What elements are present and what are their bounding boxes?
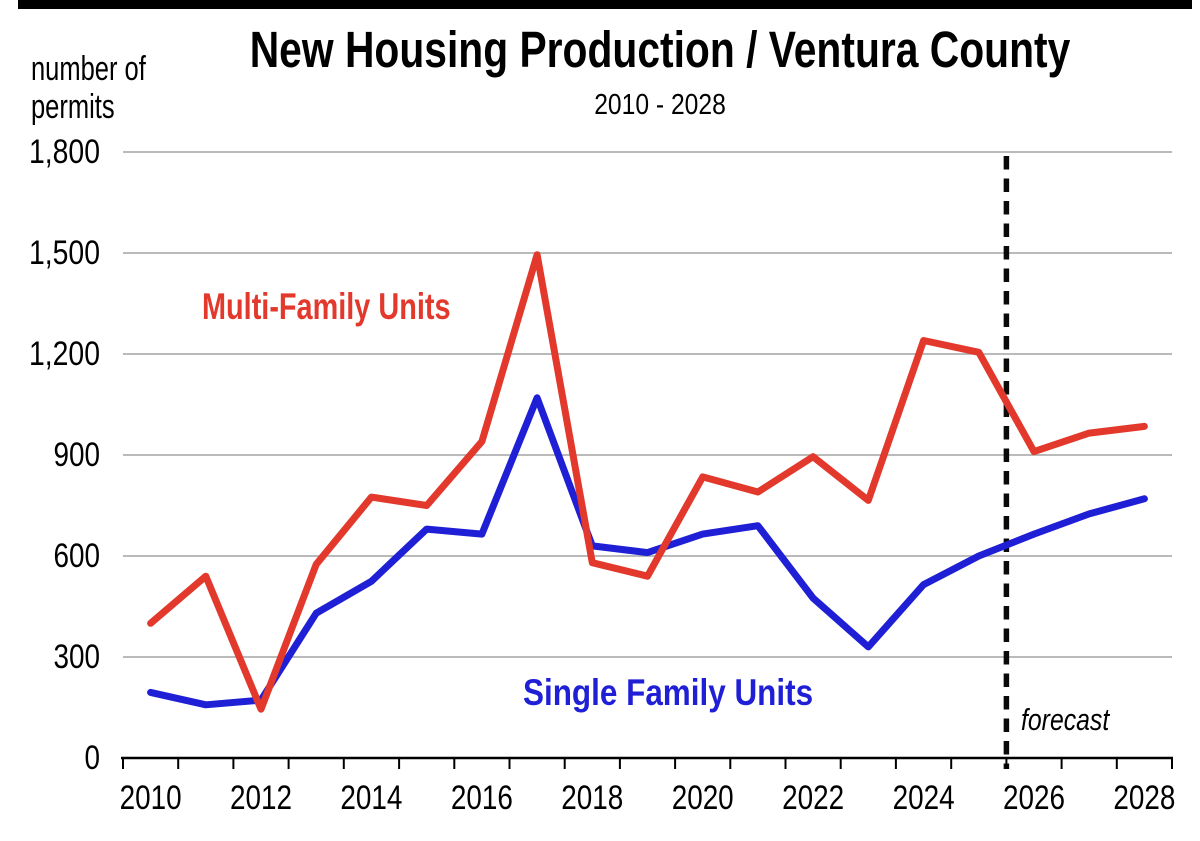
y-axis-unit-line1: number of (31, 50, 146, 88)
y-axis-unit-line2: permits (31, 88, 115, 126)
single-family-series-label: Single Family Units (523, 672, 814, 713)
y-tick-label: 300 (54, 638, 101, 676)
y-tick-label: 1,200 (29, 335, 100, 373)
x-tick-label: 2012 (230, 779, 292, 817)
x-tick-label: 2010 (120, 779, 182, 817)
top-border-line (18, 0, 1192, 9)
multi-family-units-line (147, 251, 1148, 713)
y-tick-label: 1,500 (29, 234, 100, 272)
x-tick-label: 2018 (561, 779, 623, 817)
forecast-label: forecast (1021, 702, 1110, 737)
x-tick-label: 2014 (340, 779, 402, 817)
y-tick-label: 1,800 (29, 133, 100, 171)
single-family-units-line (147, 394, 1148, 709)
y-tick-label: 600 (54, 537, 101, 575)
chart-subtitle: 2010 - 2028 (594, 89, 726, 121)
y-axis-unit-label: number of permits (31, 50, 146, 126)
x-tick-label: 2020 (672, 779, 734, 817)
chart-title: New Housing Production / Ventura County (249, 21, 1071, 78)
x-tick-label: 2022 (782, 779, 844, 817)
x-tick-label: 2016 (451, 779, 513, 817)
y-tick-label: 0 (85, 739, 101, 777)
multi-family-series-label: Multi-Family Units (202, 286, 451, 327)
x-tick-label: 2026 (1003, 779, 1065, 817)
x-tick-label: 2028 (1113, 779, 1175, 817)
chart-header: New Housing Production / Ventura County … (125, 22, 1195, 122)
y-tick-label: 900 (54, 436, 101, 474)
x-tick-label: 2024 (893, 779, 955, 817)
